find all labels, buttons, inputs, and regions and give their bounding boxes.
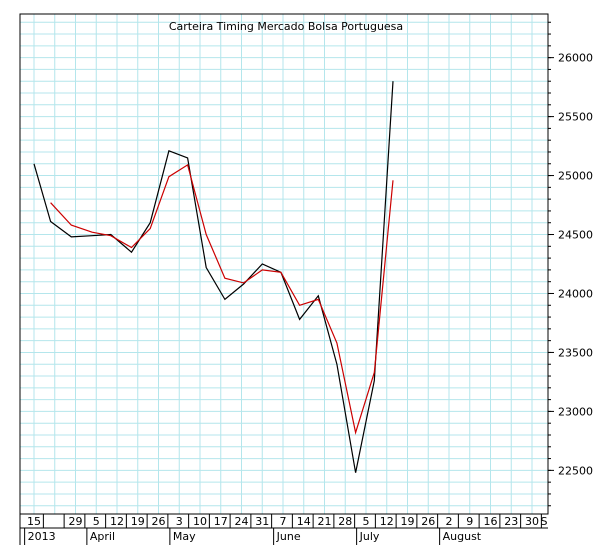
plot-frame [19,13,549,515]
x-tick-label: 24 [235,515,249,528]
x-tick-label: 19 [401,515,415,528]
x-tick-label: 26 [421,515,435,528]
y-tick-label: 26000 [558,52,593,65]
month-label: August [443,530,482,543]
x-tick-label: 2 [446,515,453,528]
x-tick-label: 12 [380,515,394,528]
plot-area [20,14,548,514]
x-tick-label: 21 [318,515,332,528]
grid-layer [20,14,548,514]
y-tick-label: 24000 [558,287,593,300]
x-tick-label: 7 [280,515,287,528]
month-label: 2013 [28,530,56,543]
y-tick-label: 25500 [558,111,593,124]
y-tick-label: 22500 [558,464,593,477]
y-tick-label: 24500 [558,229,593,242]
x-tick-label: 31 [255,515,269,528]
x-tick-label: 26 [152,515,166,528]
x-tick-label: 12 [110,515,124,528]
x-tick-label: 23 [504,515,518,528]
chart-title: Carteira Timing Mercado Bolsa Portuguesa [169,20,403,33]
series-line [50,163,394,435]
series-layer [33,81,394,473]
x-tick-label: 19 [131,515,145,528]
x-tick-label: 16 [484,515,498,528]
x-tick-label: 10 [193,515,207,528]
x-tick-label: 9 [466,515,473,528]
y-tick-label: 23000 [558,405,593,418]
x-tick-label: 28 [338,515,352,528]
y-tick-label: 23500 [558,346,593,359]
y-tick-label: 25000 [558,170,593,183]
x-tick-label: 17 [214,515,228,528]
series-line [33,81,394,473]
x-tick-label: 29 [69,515,83,528]
x-tick-label: 30 [525,515,539,528]
y-axis: 22500 23000 23500 24000 24500 25000 25500 26000 [548,21,593,507]
month-label: April [90,530,115,543]
x-axis: 15 29 5 12 19 26 3 10 17 24 31 7 14 21 28 5 12 19 26 2 9 16 23… [19,514,548,545]
x-tick-label: 14 [297,515,311,528]
x-tick-label: S [541,515,548,528]
x-tick-label: 3 [176,515,183,528]
x-tick-label: 5 [93,515,100,528]
x-tick-label: 5 [363,515,370,528]
x-tick-label: 15 [27,515,41,528]
month-label: June [276,530,301,543]
month-label: May [173,530,196,543]
month-label: July [359,530,380,543]
